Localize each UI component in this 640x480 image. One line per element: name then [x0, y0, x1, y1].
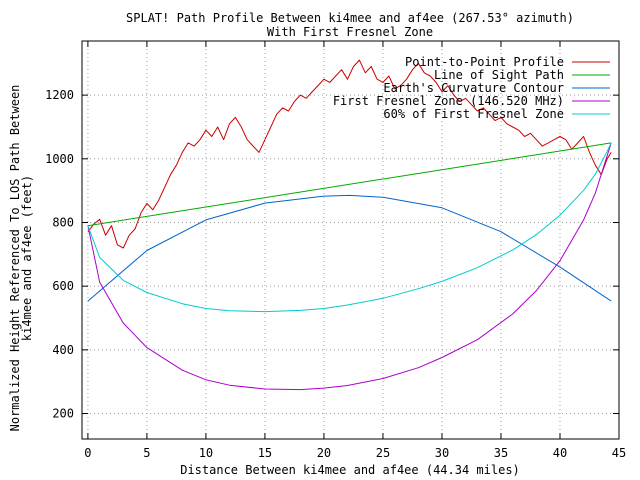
x-tick-label: 20 — [317, 446, 331, 460]
legend-label: First Fresnel Zone (146.520 MHz) — [333, 94, 564, 108]
y-axis-label-line2: ki4mee and af4ee (feet) — [20, 175, 34, 341]
profile-line — [87, 59, 612, 249]
y-axis-label-line1: Normalized Height Referenced To LOS Path… — [8, 85, 22, 432]
x-tick-label: 40 — [553, 446, 567, 460]
legend-label: Line of Sight Path — [434, 68, 564, 82]
x-tick-label: 30 — [435, 446, 449, 460]
chart-subtitle: With First Fresnel Zone — [267, 25, 433, 39]
x-tick-label: 15 — [258, 446, 272, 460]
plot-frame — [81, 40, 620, 440]
legend-label: Earth's Curvature Contour — [383, 81, 564, 95]
y-tick-label: 1200 — [45, 88, 74, 102]
x-tick-label: 0 — [84, 446, 91, 460]
line-of-sight-line — [87, 142, 612, 227]
x-tick-label: 35 — [494, 446, 508, 460]
x-axis-label: Distance Between ki4mee and af4ee (44.34… — [180, 463, 520, 477]
ticks: 0 5 10 15 20 25 30 35 40 45 200 400 600 800 1000 1200 — [45, 41, 626, 460]
curves — [87, 59, 612, 391]
legend-label: Point-to-Point Profile — [405, 55, 564, 69]
y-tick-label: 1000 — [45, 152, 74, 166]
x-tick-label: 45 — [612, 446, 626, 460]
y-tick-label: 200 — [52, 407, 74, 421]
x-tick-label: 5 — [143, 446, 150, 460]
fresnel-zone-line — [87, 142, 612, 391]
x-tick-label: 10 — [199, 446, 213, 460]
y-tick-label: 400 — [52, 343, 74, 357]
earth-curvature-line — [87, 194, 612, 302]
legend-label: 60% of First Fresnel Zone — [383, 107, 564, 121]
y-tick-label: 800 — [52, 215, 74, 229]
grid — [82, 41, 620, 439]
fresnel-60-line — [87, 142, 612, 313]
y-tick-label: 600 — [52, 279, 74, 293]
x-tick-label: 25 — [376, 446, 390, 460]
chart-title: SPLAT! Path Profile Between ki4mee and a… — [126, 11, 574, 25]
